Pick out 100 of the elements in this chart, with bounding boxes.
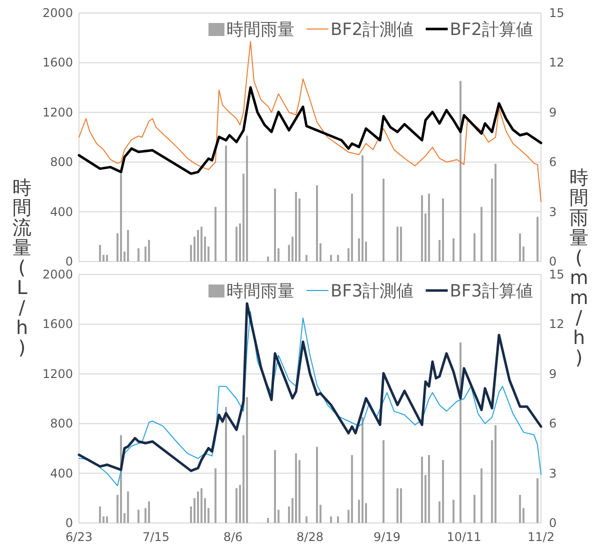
y2-tick-label: 12 (549, 56, 564, 70)
bar (197, 230, 199, 262)
y-tick-label: 1600 (42, 317, 73, 332)
bar (480, 468, 482, 523)
line-series (78, 41, 542, 202)
bar (138, 510, 140, 523)
y2-tick-label: 3 (549, 466, 557, 480)
bar (267, 518, 269, 523)
bar (274, 188, 276, 262)
legend-label: BF3計算値 (450, 282, 533, 302)
bar (246, 397, 248, 523)
y2-tick-label: 15 (549, 6, 564, 20)
text: 時間雨量(mm/h) (570, 167, 588, 370)
bar (337, 516, 339, 523)
bar (214, 206, 216, 262)
bar (106, 516, 108, 523)
bar (295, 453, 297, 523)
x-tick-label: 9/19 (374, 530, 400, 544)
legend-label: BF2計算値 (450, 20, 533, 40)
y-tick-label: 1600 (42, 56, 73, 70)
y-tick-label: 400 (50, 204, 73, 219)
y-tick-label: 400 (50, 466, 73, 480)
bar (148, 501, 150, 523)
bar (428, 194, 430, 262)
y2-tick-label: 0 (549, 254, 557, 268)
bar (236, 226, 238, 262)
bar (225, 146, 227, 262)
bar (99, 506, 101, 523)
legend-label: BF2計測値 (330, 20, 414, 40)
bar (536, 216, 538, 262)
y-tick-label: 800 (50, 155, 73, 170)
bar (200, 226, 202, 262)
y2-tick-label: 9 (549, 366, 557, 381)
legend-label: 時間雨量 (226, 282, 294, 302)
y2-tick-label: 12 (549, 317, 564, 332)
y-tick-label: 2000 (42, 6, 73, 20)
x-tick-label: 8/6 (223, 530, 243, 544)
bar (306, 516, 308, 523)
bar (295, 192, 297, 262)
bar (480, 206, 482, 262)
bar (536, 478, 538, 523)
bar (330, 254, 332, 262)
bar (120, 174, 122, 262)
bar (148, 240, 150, 262)
y2-tick-label: 15 (549, 268, 564, 282)
bar (127, 492, 129, 523)
line-series (78, 86, 542, 175)
bar (494, 425, 496, 523)
y-tick-label: 0 (65, 516, 73, 530)
x-tick-label: 11/2 (528, 530, 554, 544)
bar (106, 254, 108, 262)
text: 時間流量(L/h) (12, 177, 32, 360)
bar (442, 460, 444, 523)
bar (382, 440, 384, 523)
y-tick-label: 2000 (42, 268, 73, 282)
bar (337, 254, 339, 262)
bar (452, 500, 454, 523)
bar (362, 155, 364, 262)
bar (330, 516, 332, 523)
bar (474, 494, 476, 523)
y-tick-label: 800 (50, 416, 73, 431)
bar (460, 80, 462, 262)
y-tick-label: 1200 (42, 105, 73, 120)
bar (362, 416, 364, 523)
bar (442, 198, 444, 262)
x-tick-label: 7/15 (142, 530, 170, 544)
bar (316, 185, 318, 262)
x-tick-label: 6/23 (66, 530, 92, 544)
bar (474, 233, 476, 262)
bar (274, 450, 276, 523)
y2-tick-label: 3 (549, 204, 557, 219)
bar (421, 195, 423, 262)
bar (519, 494, 521, 523)
y2-tick-label: 6 (549, 155, 557, 170)
bar (306, 254, 308, 262)
bar (519, 233, 521, 262)
bar (396, 488, 398, 523)
bar (351, 455, 353, 523)
bar (316, 446, 318, 523)
bar (494, 164, 496, 262)
bar (421, 456, 423, 523)
y2-tick-label: 6 (549, 416, 557, 431)
bar (236, 488, 238, 523)
bar (396, 226, 398, 262)
x-tick-label: 10/11 (446, 530, 482, 544)
bar (382, 178, 384, 262)
bar (428, 455, 430, 523)
y2-tick-label: 9 (549, 105, 557, 120)
bar (267, 256, 269, 262)
y-tick-label: 0 (65, 254, 73, 268)
bar (99, 244, 101, 262)
bar (400, 226, 402, 262)
x-tick-label: 8/28 (296, 530, 324, 544)
bar (400, 488, 402, 523)
bar (246, 136, 248, 262)
y-tick-label: 1200 (42, 366, 73, 381)
bar (225, 407, 227, 523)
bar (351, 194, 353, 262)
legend-label: BF3計測値 (330, 282, 414, 302)
bar (127, 230, 129, 262)
